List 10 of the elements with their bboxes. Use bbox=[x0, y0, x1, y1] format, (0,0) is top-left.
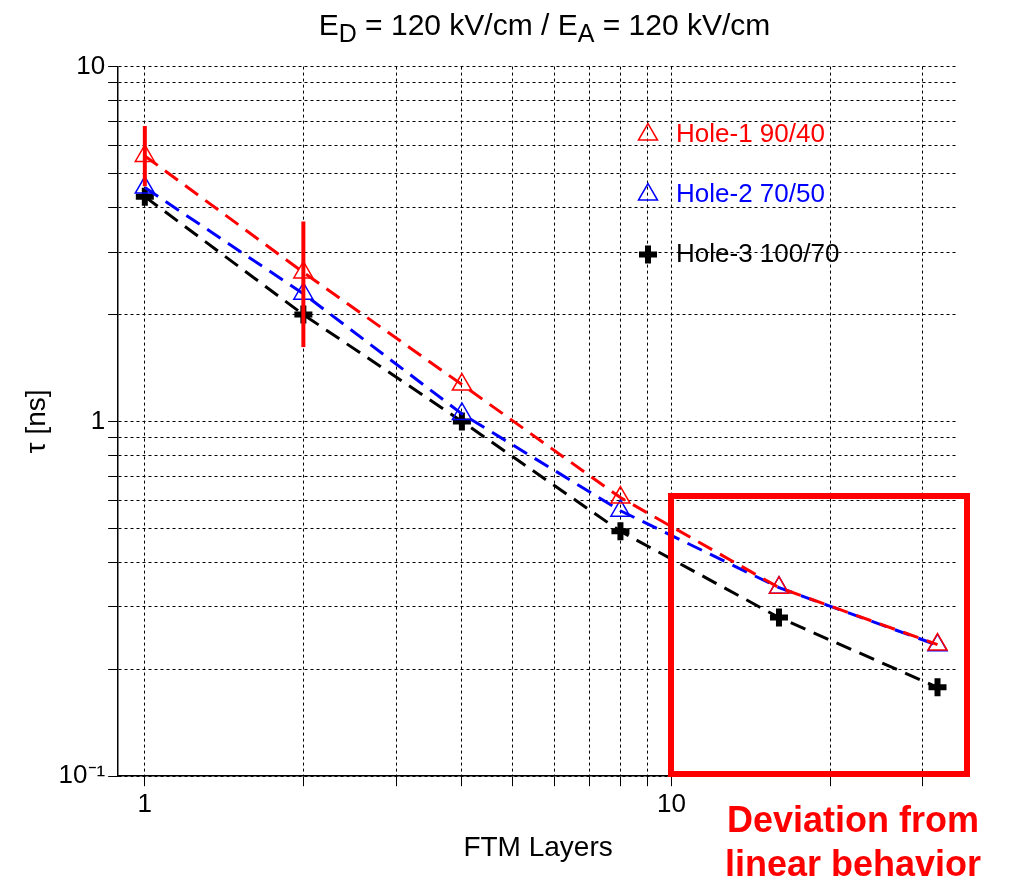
y-tick-label: 10⁻¹ bbox=[58, 759, 106, 790]
legend-label: Hole-1 90/40 bbox=[676, 117, 825, 148]
legend-label: Hole-3 100/70 bbox=[676, 237, 840, 268]
legend-label: Hole-2 70/50 bbox=[676, 177, 825, 208]
y-tick-label: 10 bbox=[76, 49, 106, 80]
x-axis-title: FTM Layers bbox=[463, 830, 613, 862]
y-tick-label: 1 bbox=[90, 404, 106, 435]
chart-title: E$_{D}$ = 120 kV/cm / E$_{A}$ = 120 kV/cm bbox=[317, 8, 772, 48]
text: Deviation from linear behavior bbox=[723, 798, 983, 886]
y-axis-title: τ [ns] bbox=[19, 389, 51, 454]
